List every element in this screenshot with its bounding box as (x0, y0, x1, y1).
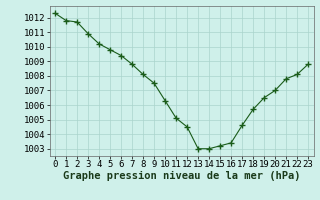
X-axis label: Graphe pression niveau de la mer (hPa): Graphe pression niveau de la mer (hPa) (63, 171, 300, 181)
